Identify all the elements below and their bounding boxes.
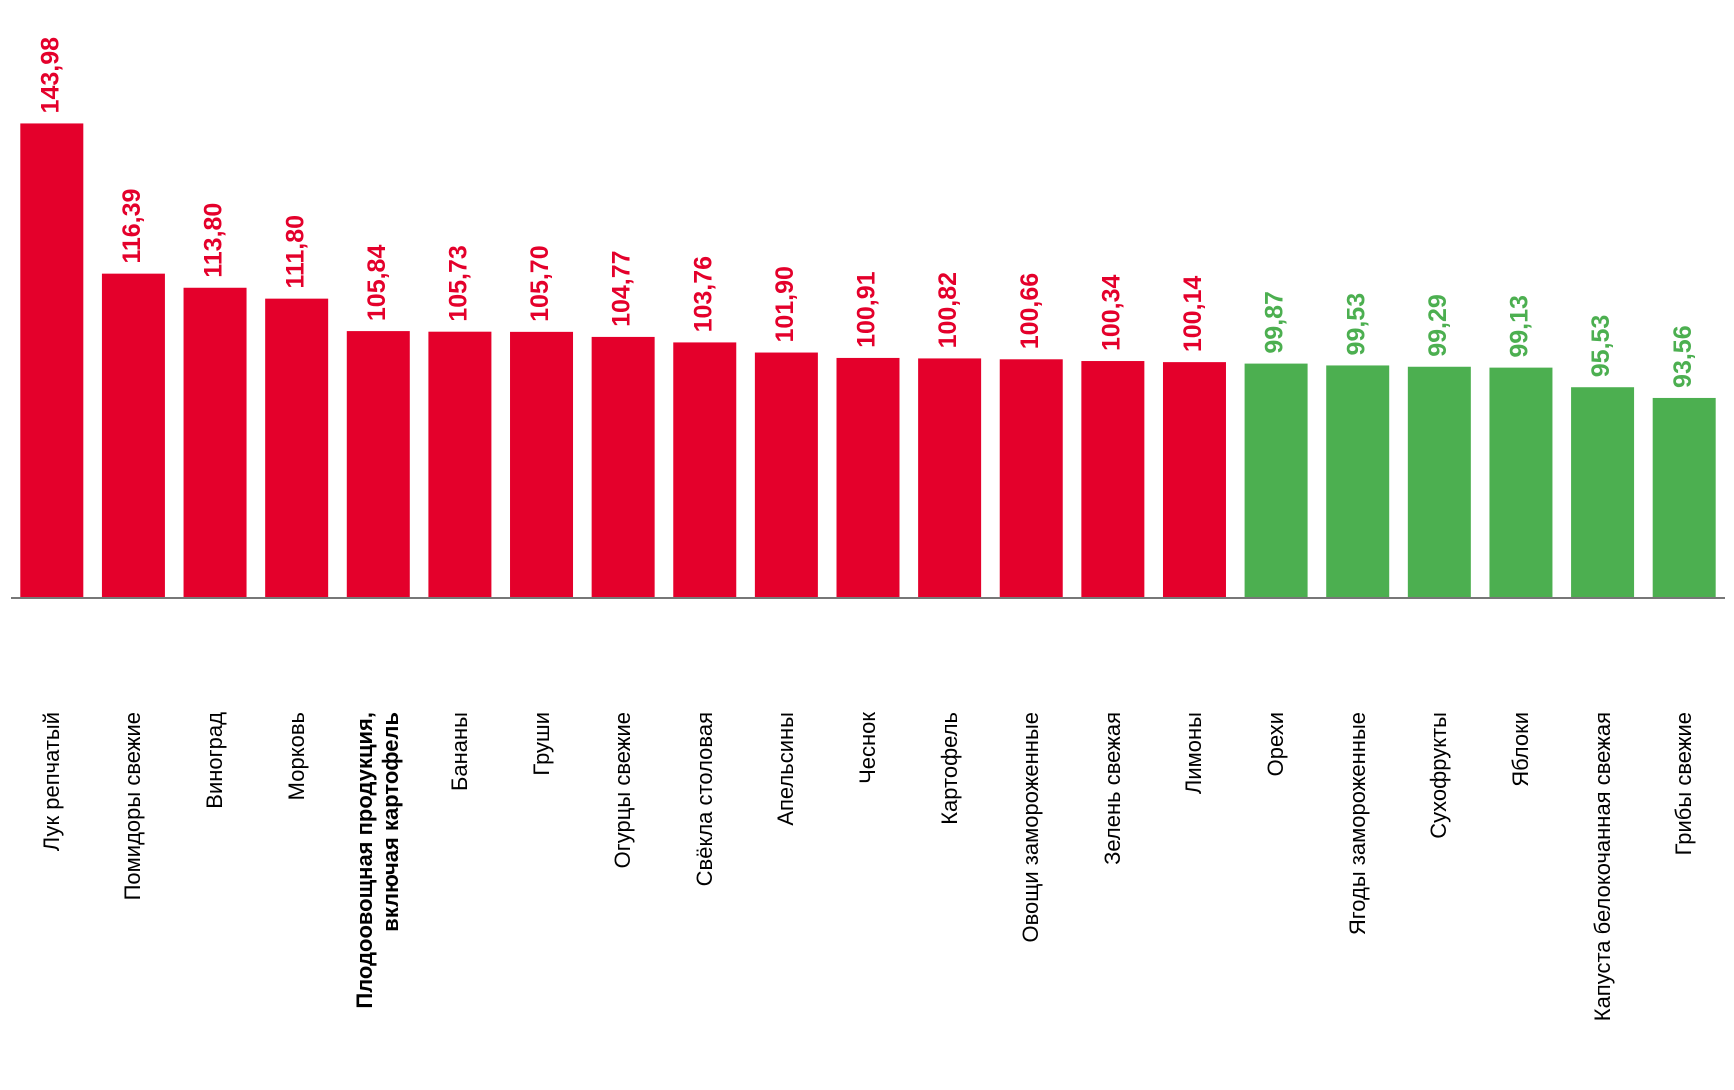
x-tick-label: Картофель <box>937 712 963 1090</box>
value-label: 113,80 <box>200 203 228 278</box>
bar <box>837 358 900 597</box>
value-label: 101,90 <box>771 266 799 342</box>
bar <box>428 332 491 597</box>
x-tick-label: Зелень свежая <box>1100 712 1126 1090</box>
bar <box>510 332 573 597</box>
value-label: 99,13 <box>1506 295 1534 358</box>
x-tick-label: Груши <box>529 712 555 1090</box>
x-tick-label: Сухофрукты <box>1426 712 1452 1090</box>
bar <box>1163 362 1226 597</box>
bar <box>1653 398 1716 597</box>
x-tick-label: Плодоовощная продукция, включая картофел… <box>352 712 404 1090</box>
bar <box>184 288 247 597</box>
x-tick-label: Грибы свежие <box>1671 712 1697 1090</box>
bar <box>1571 387 1634 597</box>
value-label: 105,70 <box>526 245 554 321</box>
value-label: 143,98 <box>36 37 64 114</box>
chart: 143,98 116,39 113,80 111,80 105,84 105,73 105,… <box>0 0 1734 1090</box>
x-tick-label: Бананы <box>447 712 473 1090</box>
x-tick-label: Орехи <box>1263 712 1289 1090</box>
bar <box>592 337 655 597</box>
value-label: 104,77 <box>608 250 636 326</box>
value-label: 99,29 <box>1424 294 1452 357</box>
x-tick-label: Чеснок <box>855 712 881 1090</box>
value-label: 100,82 <box>934 272 962 348</box>
bar <box>20 123 83 597</box>
bar <box>347 331 410 597</box>
x-tick-label: Огурцы свежие <box>610 712 636 1090</box>
value-label: 100,66 <box>1016 273 1044 349</box>
value-label: 95,53 <box>1587 315 1615 378</box>
x-tick-label: Морковь <box>284 712 310 1090</box>
value-label: 100,14 <box>1179 276 1207 353</box>
value-label: 93,56 <box>1669 325 1697 388</box>
value-label: 103,76 <box>689 256 717 332</box>
x-tick-label: Ягоды замороженные <box>1345 712 1371 1090</box>
bar <box>1000 359 1063 597</box>
x-tick-label: Виноград <box>202 712 228 1090</box>
x-tick-label: Апельсины <box>773 712 799 1090</box>
value-label: 99,87 <box>1261 291 1289 354</box>
x-tick-label: Свёкла столовая <box>692 712 718 1090</box>
value-label: 99,53 <box>1342 293 1370 356</box>
value-label: 100,34 <box>1097 274 1125 351</box>
bar <box>1245 364 1308 597</box>
x-tick-label: Яблоки <box>1508 712 1534 1090</box>
value-label: 111,80 <box>281 215 309 289</box>
value-label: 105,73 <box>445 245 473 321</box>
x-tick-label: Овощи замороженные <box>1018 712 1044 1090</box>
x-tick-label: Лимоны <box>1181 712 1207 1090</box>
bar <box>1489 368 1552 597</box>
bar <box>1081 361 1144 597</box>
value-label: 100,91 <box>853 271 881 348</box>
bar <box>918 358 981 597</box>
bar <box>755 353 818 597</box>
bar <box>1408 367 1471 597</box>
x-tick-label: Капуста белокочанная свежая <box>1590 712 1616 1090</box>
x-tick-label: Лук репчатый <box>39 712 65 1090</box>
x-tick-label: Помидоры свежие <box>120 712 146 1090</box>
bar <box>673 342 736 597</box>
value-label: 105,84 <box>363 245 391 322</box>
bar <box>265 299 328 597</box>
bar <box>1326 365 1389 597</box>
bar <box>102 274 165 597</box>
value-label: 116,39 <box>118 189 146 264</box>
